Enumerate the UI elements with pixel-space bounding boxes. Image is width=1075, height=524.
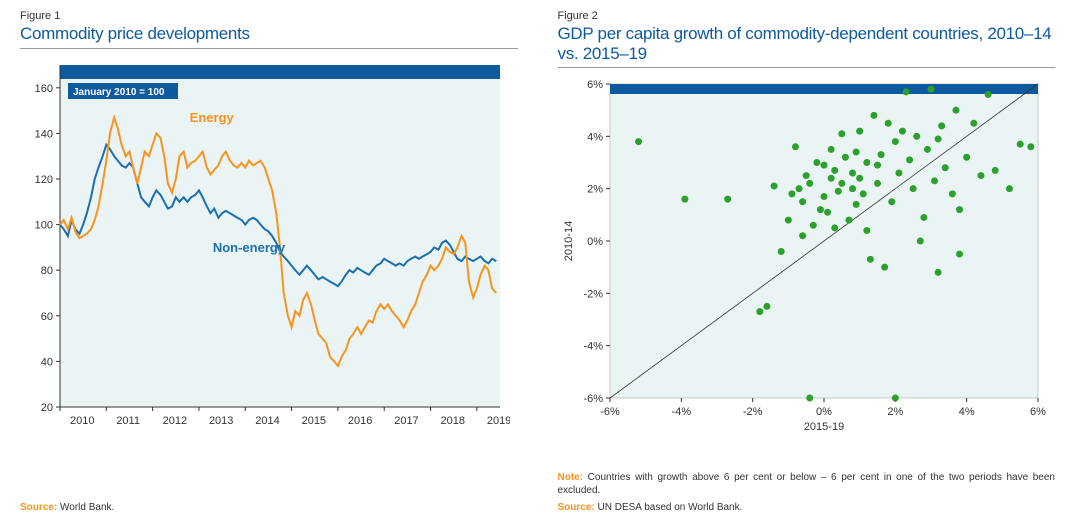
svg-text:-6%: -6%: [600, 406, 620, 418]
svg-text:100: 100: [35, 219, 53, 231]
svg-text:-2%: -2%: [583, 288, 603, 300]
svg-text:2011: 2011: [116, 415, 140, 427]
svg-text:-4%: -4%: [583, 341, 603, 353]
svg-text:2014: 2014: [255, 415, 279, 427]
figure-1-panel: Figure 1 Commodity price developments 20…: [20, 10, 518, 514]
svg-text:2010-14: 2010-14: [563, 221, 575, 261]
figure-1-divider: [20, 48, 518, 49]
svg-text:2%: 2%: [887, 406, 903, 418]
svg-text:-6%: -6%: [583, 393, 603, 405]
svg-text:2018: 2018: [441, 415, 465, 427]
figure-1-title: Commodity price developments: [20, 24, 518, 44]
svg-text:Energy: Energy: [190, 110, 235, 125]
svg-text:40: 40: [41, 356, 53, 368]
svg-text:2%: 2%: [587, 184, 603, 196]
svg-text:140: 140: [35, 128, 53, 140]
svg-text:6%: 6%: [587, 79, 603, 91]
svg-text:80: 80: [41, 265, 53, 277]
svg-text:20: 20: [41, 402, 53, 414]
figure-2-divider: [558, 67, 1056, 68]
svg-text:2010: 2010: [70, 415, 94, 427]
svg-text:120: 120: [35, 174, 53, 186]
svg-text:2015: 2015: [302, 415, 326, 427]
figure-2-panel: Figure 2 GDP per capita growth of commod…: [558, 10, 1056, 514]
figure-1-source: Source: World Bank.: [20, 501, 518, 514]
svg-text:4%: 4%: [587, 131, 603, 143]
svg-text:6%: 6%: [1030, 406, 1046, 418]
svg-text:0%: 0%: [587, 236, 603, 248]
svg-text:2017: 2017: [394, 415, 418, 427]
svg-text:0%: 0%: [816, 406, 832, 418]
figure-2-note: Note: Countries with growth above 6 per …: [558, 471, 1056, 497]
svg-text:2019: 2019: [487, 415, 510, 427]
svg-text:2012: 2012: [163, 415, 187, 427]
svg-text:160: 160: [35, 82, 53, 94]
figure-1-chart: 20 40 60 80 100 120 140 160 2010 2011 2012 2013 2014…: [20, 55, 518, 497]
figure-2-label: Figure 2: [558, 10, 1056, 22]
figure-1-label: Figure 1: [20, 10, 518, 22]
figure-2-chart: -6% -4% -2% 0% 2% 4% 6% -6% -4% -2% 0% 2% 4% 6% 2010-1…: [558, 74, 1056, 467]
svg-text:4%: 4%: [958, 406, 974, 418]
svg-text:2015-19: 2015-19: [803, 421, 843, 433]
svg-text:Non-energy: Non-energy: [213, 240, 286, 255]
svg-text:January 2010 = 100: January 2010 = 100: [73, 87, 165, 98]
svg-text:60: 60: [41, 310, 53, 322]
figure-2-source: Source: UN DESA based on World Bank.: [558, 501, 1056, 514]
svg-text:-4%: -4%: [671, 406, 691, 418]
svg-text:2013: 2013: [209, 415, 233, 427]
svg-text:-2%: -2%: [742, 406, 762, 418]
figure-2-title: GDP per capita growth of commodity-depen…: [558, 24, 1056, 63]
svg-text:2016: 2016: [348, 415, 372, 427]
